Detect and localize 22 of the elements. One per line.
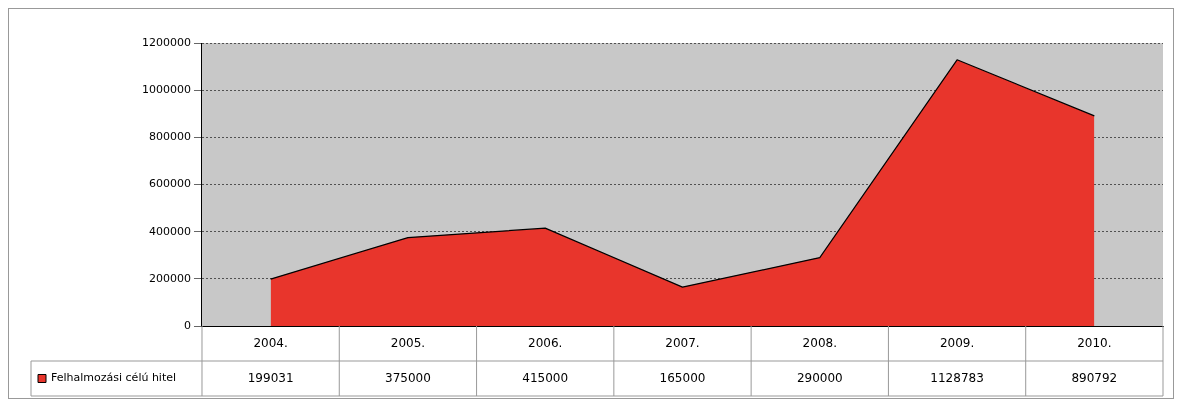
data-label: 199031 xyxy=(247,370,294,385)
x-tick-label: 2005. xyxy=(390,335,426,350)
x-tick-label: 2009. xyxy=(939,335,975,350)
data-label: 415000 xyxy=(522,370,569,385)
data-label: 290000 xyxy=(796,370,843,385)
y-tick-label: 400000 xyxy=(148,224,191,238)
data-label: 1128783 xyxy=(930,370,984,385)
x-tick-label: 2008. xyxy=(802,335,837,350)
legend-label: Felhalmozási célú hitel xyxy=(51,371,177,385)
data-label: 375000 xyxy=(385,370,431,385)
y-tick-label: 1200000 xyxy=(141,35,191,49)
x-tick-label: 2007. xyxy=(665,335,700,350)
data-label: 165000 xyxy=(659,370,706,385)
y-tick-label: 0 xyxy=(183,318,191,332)
data-label: 890792 xyxy=(1071,370,1118,385)
x-tick-label: 2010. xyxy=(1077,335,1112,350)
y-tick-label: 200000 xyxy=(148,271,191,285)
y-tick-label: 800000 xyxy=(148,130,191,144)
x-tick-label: 2004. xyxy=(253,335,288,350)
y-tick-label: 600000 xyxy=(148,177,191,191)
y-tick-label: 1000000 xyxy=(141,83,191,97)
x-tick-label: 2006. xyxy=(528,335,563,350)
